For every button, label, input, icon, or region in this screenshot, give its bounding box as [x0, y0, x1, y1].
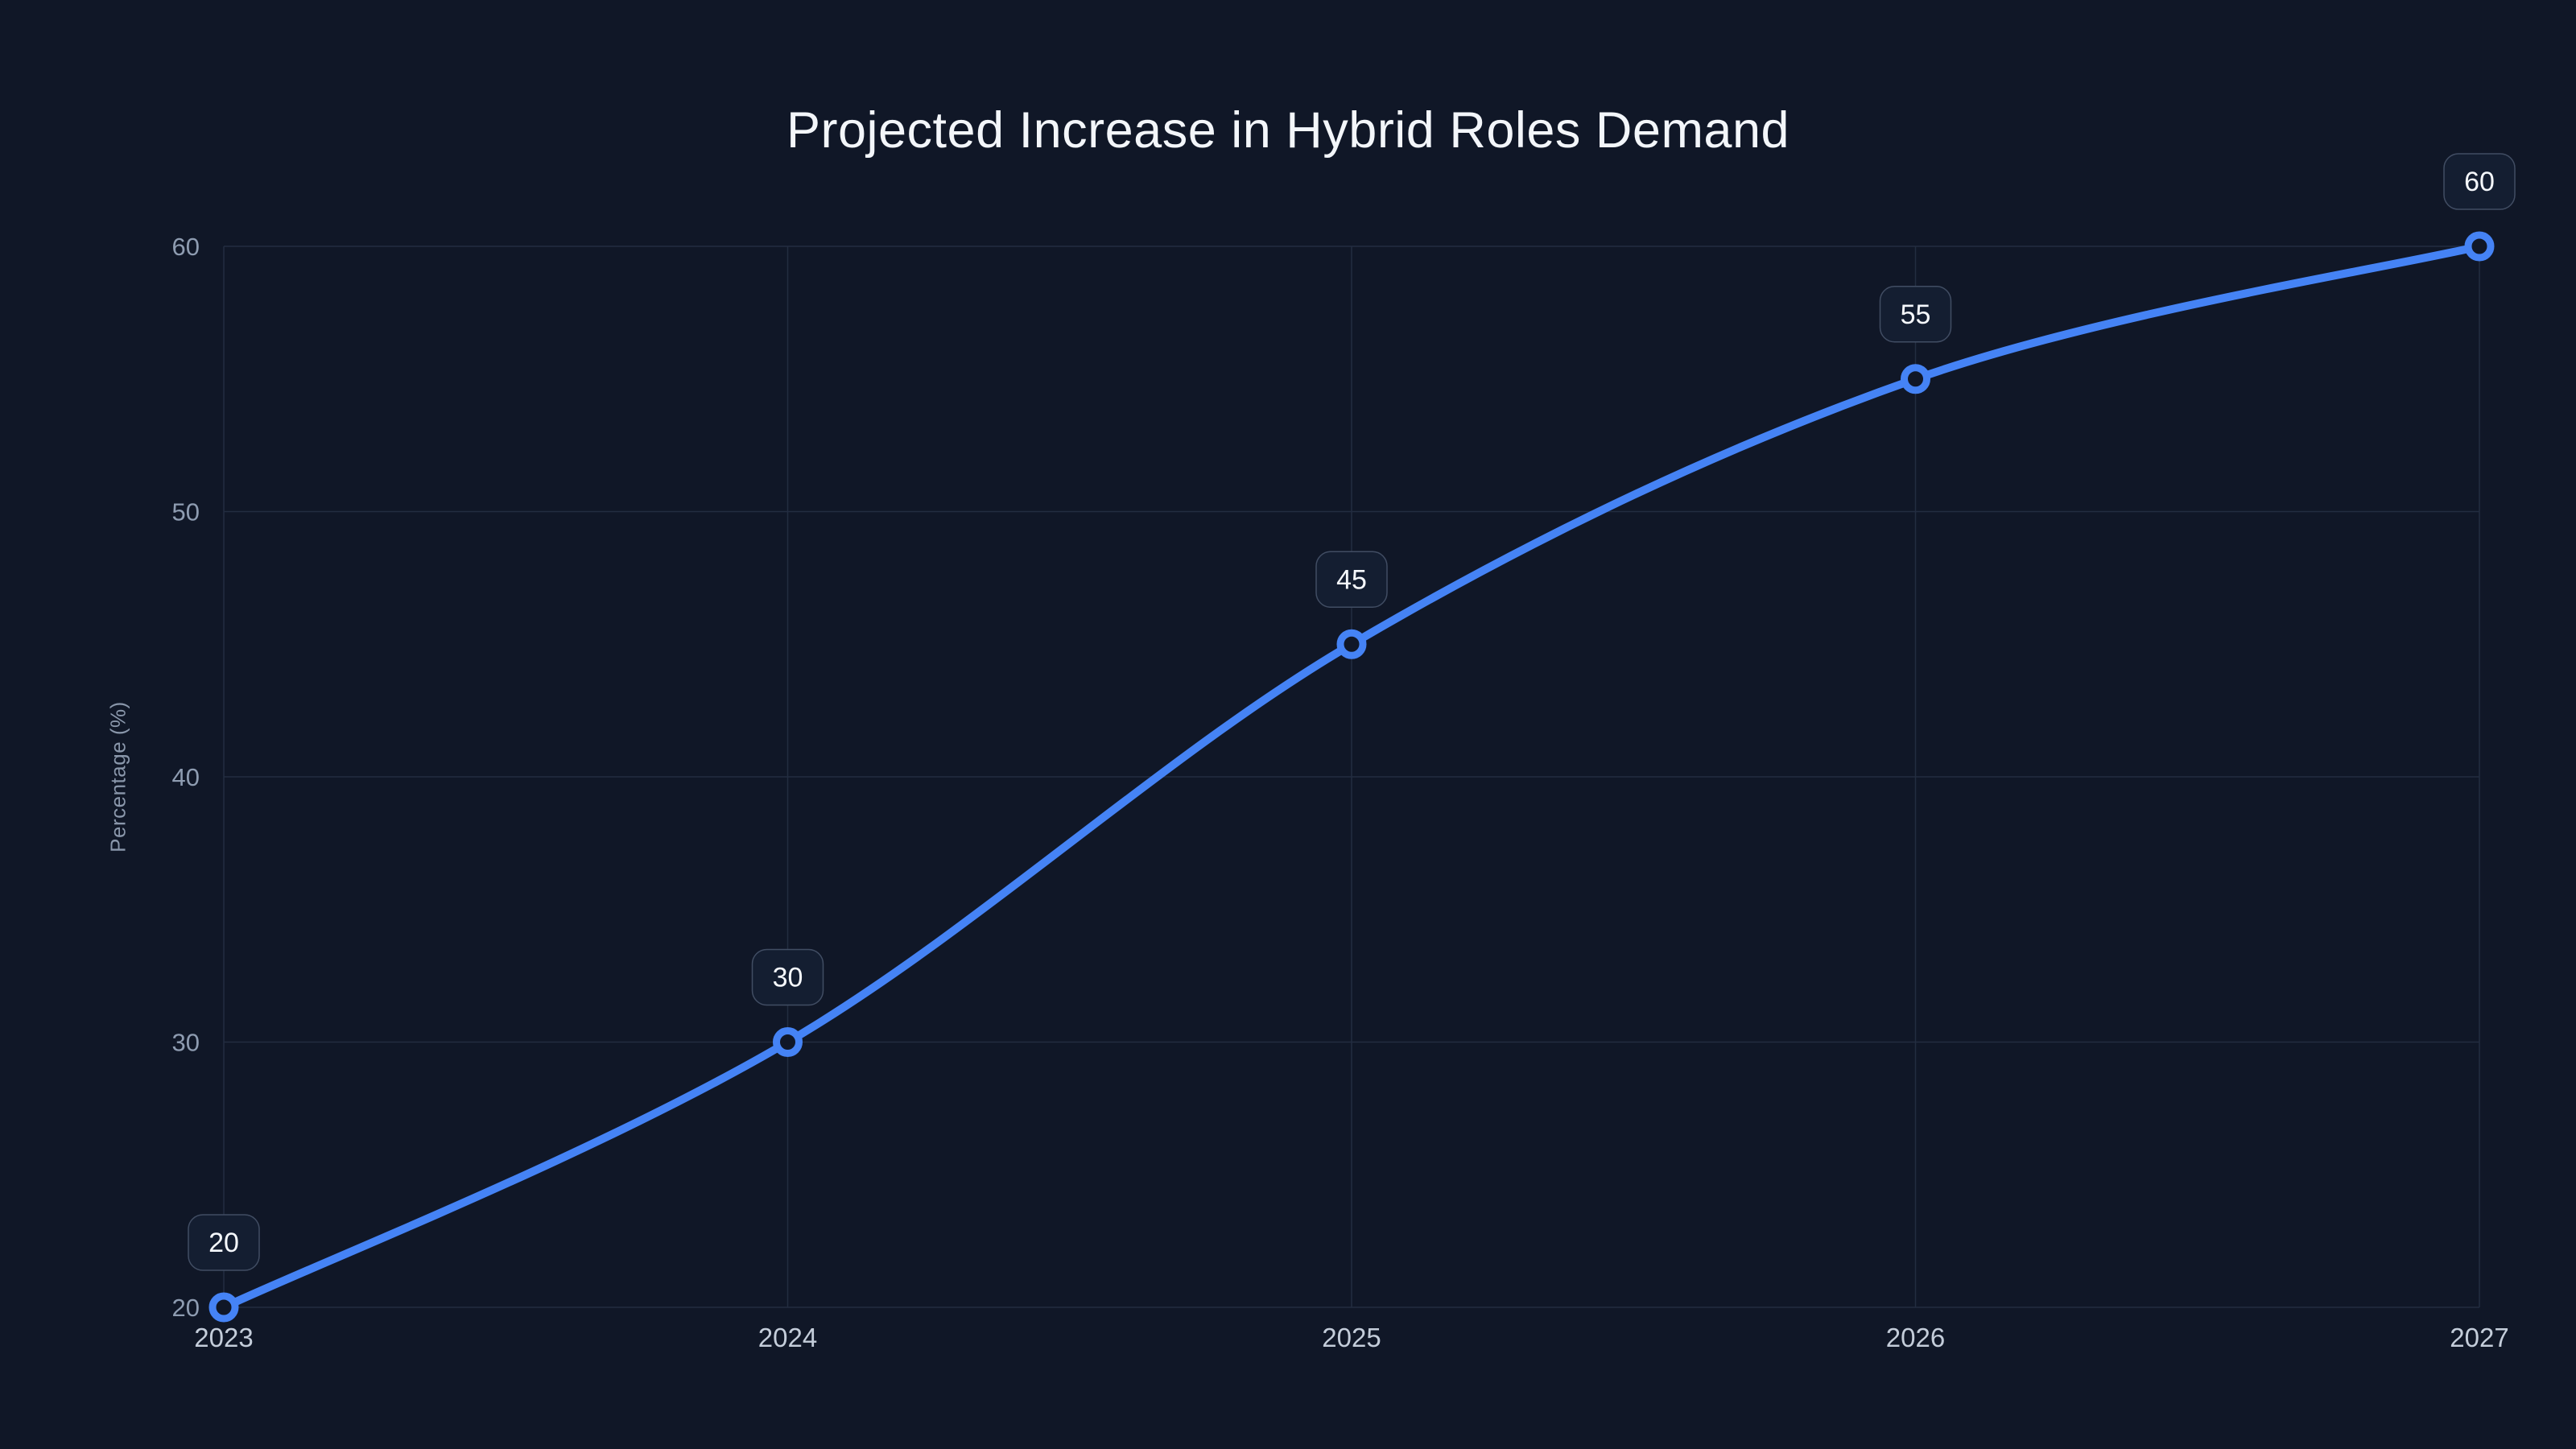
y-tick-label: 30 — [172, 1029, 200, 1057]
x-tick-label: 2024 — [758, 1323, 817, 1352]
data-point-label: 30 — [773, 963, 803, 993]
data-point-label: 60 — [2464, 167, 2495, 197]
data-point[interactable] — [1901, 364, 1930, 394]
chart-title: Projected Increase in Hybrid Roles Deman… — [786, 102, 1790, 159]
data-point[interactable] — [2464, 231, 2495, 262]
x-tick-label: 2025 — [1322, 1323, 1381, 1352]
y-tick-label: 50 — [172, 498, 200, 526]
data-point[interactable] — [773, 1027, 803, 1057]
data-point-label: 55 — [1901, 299, 1931, 330]
data-point-badge — [1315, 551, 1388, 608]
y-tick-label: 60 — [172, 233, 200, 261]
x-tick-label: 2027 — [2450, 1323, 2508, 1352]
data-point-badge — [1879, 286, 1952, 343]
x-tick-label: 2023 — [194, 1323, 253, 1352]
y-tick-label: 20 — [172, 1294, 200, 1322]
data-point-label: 45 — [1336, 564, 1367, 595]
data-point-label: 20 — [208, 1228, 239, 1258]
data-point-badge — [751, 948, 824, 1006]
data-point[interactable] — [208, 1292, 239, 1323]
data-point-badge — [2443, 153, 2516, 210]
data-point-badge — [188, 1214, 260, 1271]
data-point[interactable] — [1336, 629, 1367, 659]
x-tick-label: 2026 — [1886, 1323, 1945, 1352]
y-tick-label: 40 — [172, 763, 200, 791]
